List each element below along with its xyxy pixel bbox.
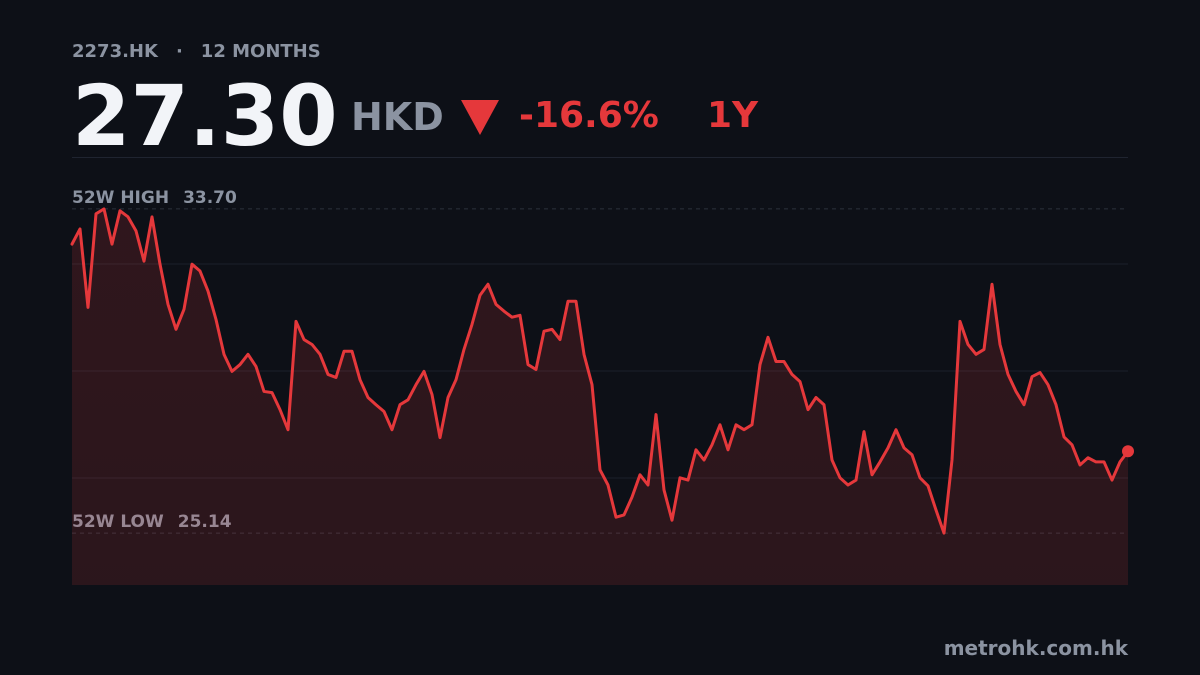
currency: HKD: [351, 95, 444, 139]
separator: ·: [176, 41, 183, 62]
last-point: [1122, 445, 1134, 458]
change: -16.6%: [519, 95, 659, 136]
price: 27.30: [72, 67, 338, 165]
period: 12 MONTHS: [201, 41, 321, 62]
reference-label: 52W HIGH: [72, 188, 169, 208]
down-arrow-icon: [461, 100, 499, 135]
price-line: [70, 207, 1130, 535]
footer: metrohk.com.hk: [944, 636, 1129, 660]
ticker: 2273.HK: [72, 41, 159, 62]
area: [72, 208, 1128, 585]
change-period: 1Y: [707, 95, 759, 136]
reference-value: 33.70: [183, 188, 237, 208]
